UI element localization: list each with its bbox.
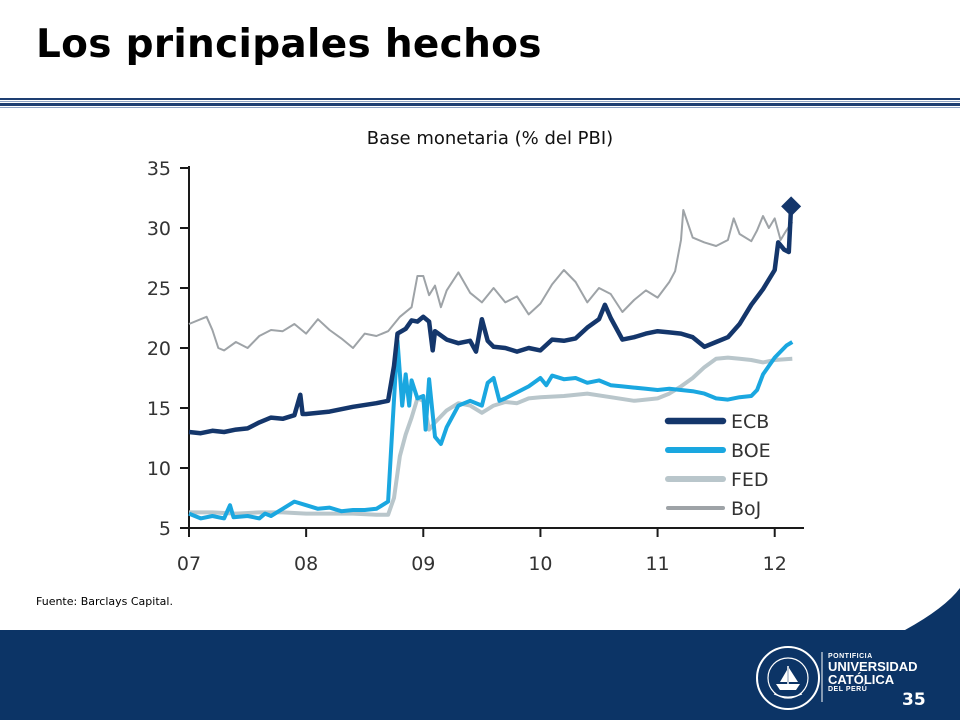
x-tick-label: 10 (528, 553, 552, 575)
y-tick-label: 30 (147, 218, 171, 240)
logo-line-4: DEL PERÚ (828, 686, 868, 693)
series-line-ecb (188, 206, 794, 436)
logo-line-3: CATÓLICA (828, 672, 895, 687)
ecb-marker (781, 196, 802, 217)
title-divider (0, 98, 960, 100)
title-divider-thick (0, 103, 960, 106)
slide-title: Los principales hechos (36, 22, 542, 67)
footer-shape (0, 588, 960, 720)
y-tick-label: 10 (147, 458, 171, 480)
series-line-boe (188, 338, 794, 521)
university-logo-text: PONTIFICIA UNIVERSIDAD CATÓLICA DEL PERÚ (828, 653, 918, 693)
logo-line-2: UNIVERSIDAD (828, 659, 918, 674)
y-tick-label: 5 (159, 518, 171, 540)
y-tick-label: 35 (147, 158, 171, 180)
university-seal-icon (756, 646, 820, 710)
legend-label: ECB (731, 411, 769, 433)
title-divider-thin-2 (0, 107, 960, 108)
x-tick-label: 11 (645, 553, 669, 575)
series-line-boj (188, 209, 794, 352)
logo-line-1: PONTIFICIA (828, 653, 873, 660)
y-tick-label: 15 (147, 398, 171, 420)
x-tick-label: 07 (177, 553, 201, 575)
chart-title: Base monetaria (% del PBI) (366, 128, 614, 149)
x-tick-label: 12 (763, 553, 787, 575)
x-tick-label: 08 (294, 553, 318, 575)
series-line-fed (189, 355, 793, 517)
monetary-base-chart: 5 10 15 20 25 30 35 07 08 09 10 11 12 ECB BOE FED BoJ (147, 158, 804, 575)
source-note: Fuente: Barclays Capital. (36, 595, 173, 608)
x-tick-label: 09 (411, 553, 435, 575)
legend-label: BoJ (731, 498, 761, 520)
legend-label: FED (731, 469, 769, 491)
y-tick-label: 25 (147, 278, 171, 300)
y-tick-label: 20 (147, 338, 171, 360)
legend-label: BOE (731, 440, 771, 462)
page-number: 35 (902, 690, 926, 710)
title-divider-thin (0, 101, 960, 102)
